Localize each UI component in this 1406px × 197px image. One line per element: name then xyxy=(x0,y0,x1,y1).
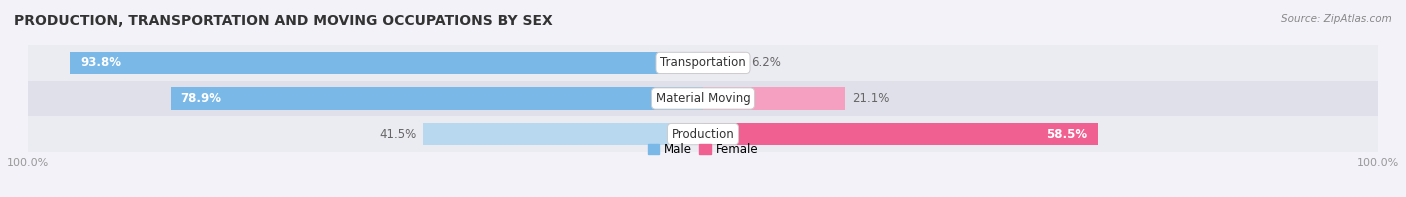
Text: Source: ZipAtlas.com: Source: ZipAtlas.com xyxy=(1281,14,1392,24)
Bar xyxy=(703,123,1098,145)
Bar xyxy=(423,123,703,145)
Text: Material Moving: Material Moving xyxy=(655,92,751,105)
Text: 41.5%: 41.5% xyxy=(380,128,416,141)
Bar xyxy=(703,87,845,110)
Legend: Male, Female: Male, Female xyxy=(643,138,763,161)
Text: PRODUCTION, TRANSPORTATION AND MOVING OCCUPATIONS BY SEX: PRODUCTION, TRANSPORTATION AND MOVING OC… xyxy=(14,14,553,28)
Bar xyxy=(70,52,703,74)
Bar xyxy=(28,45,1378,81)
Bar xyxy=(170,87,703,110)
Text: 58.5%: 58.5% xyxy=(1046,128,1088,141)
Text: Production: Production xyxy=(672,128,734,141)
Text: 93.8%: 93.8% xyxy=(80,56,121,69)
Text: Transportation: Transportation xyxy=(661,56,745,69)
Bar xyxy=(28,81,1378,116)
Bar xyxy=(703,52,745,74)
Text: 21.1%: 21.1% xyxy=(852,92,890,105)
Bar xyxy=(28,116,1378,152)
Text: 78.9%: 78.9% xyxy=(180,92,222,105)
Text: 6.2%: 6.2% xyxy=(752,56,782,69)
